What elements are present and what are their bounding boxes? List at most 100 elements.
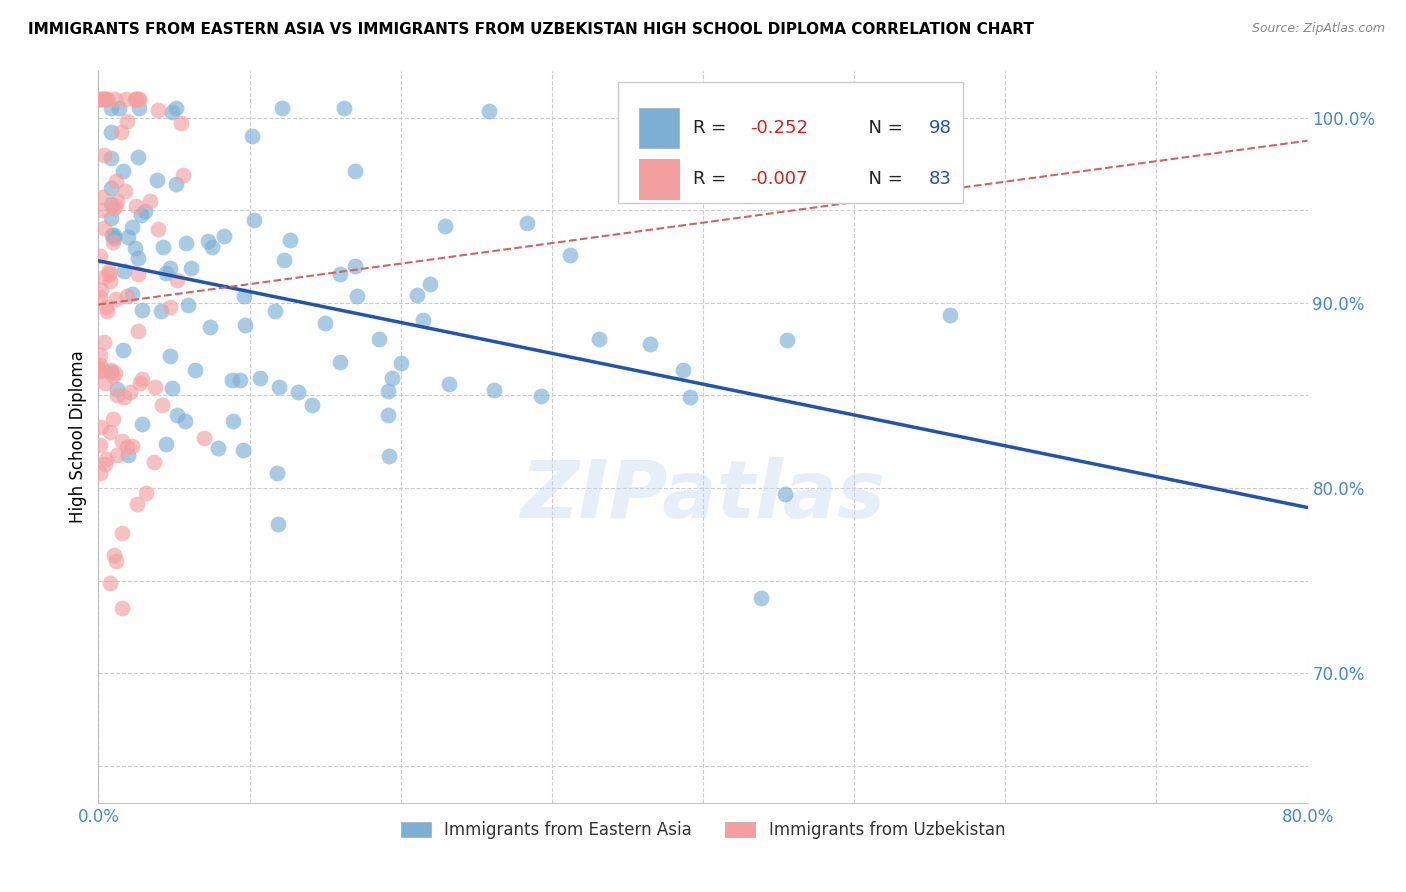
Point [90, 419, 112, 434]
Text: 83: 83 [929, 170, 952, 188]
Point [105, 292, 128, 306]
Point [100, 576, 122, 591]
Point [111, 434, 134, 449]
Point [131, 302, 153, 317]
Point [207, 441, 229, 455]
Point [100, 197, 122, 211]
Point [165, 102, 187, 116]
Point [96, 92, 118, 106]
Point [100, 181, 122, 195]
Point [98, 267, 121, 281]
Point [328, 267, 350, 281]
Point [100, 102, 122, 116]
Point [749, 591, 772, 605]
Point [100, 363, 122, 377]
Point [93, 92, 115, 106]
Point [150, 398, 173, 412]
Point [90, 283, 112, 297]
Point [114, 184, 136, 198]
Point [121, 286, 143, 301]
Point [89, 349, 111, 363]
Point [152, 240, 174, 254]
Point [91, 92, 114, 106]
Point [103, 548, 125, 562]
Point [112, 390, 135, 404]
Point [134, 203, 156, 218]
Point [170, 116, 193, 130]
Point [124, 92, 146, 106]
Point [94, 458, 117, 472]
Point [184, 363, 207, 377]
Point [125, 199, 148, 213]
Point [160, 382, 183, 396]
Point [96, 301, 118, 315]
Point [329, 355, 352, 369]
Point [103, 231, 125, 245]
Point [111, 343, 134, 357]
Text: 98: 98 [929, 119, 952, 137]
Point [588, 332, 610, 346]
Point [412, 313, 434, 327]
Point [166, 408, 188, 422]
Point [103, 201, 125, 215]
Point [143, 455, 166, 469]
Point [177, 298, 200, 312]
Point [98, 264, 121, 278]
Point [98, 425, 121, 439]
FancyBboxPatch shape [619, 82, 963, 203]
Point [149, 303, 172, 318]
Point [638, 337, 661, 351]
Point [368, 332, 391, 346]
Point [89, 466, 111, 480]
Point [287, 384, 309, 399]
Point [129, 208, 152, 222]
Point [174, 236, 197, 251]
Point [155, 267, 177, 281]
Point [127, 267, 149, 281]
Point [107, 102, 129, 116]
Point [128, 102, 150, 116]
Point [90, 361, 112, 376]
Point [146, 173, 169, 187]
Point [101, 369, 124, 384]
Point [89, 249, 111, 263]
Point [100, 365, 122, 379]
Point [110, 125, 132, 139]
Point [89, 92, 111, 106]
Point [344, 164, 367, 178]
Point [249, 370, 271, 384]
Point [419, 277, 441, 291]
Point [773, 487, 796, 501]
Point [240, 129, 263, 144]
Point [105, 448, 128, 462]
Point [100, 124, 122, 138]
Point [105, 388, 128, 402]
Point [128, 92, 150, 106]
Point [212, 228, 235, 243]
Point [104, 92, 127, 106]
Point [672, 363, 695, 377]
Point [91, 203, 114, 218]
Point [105, 174, 128, 188]
Point [118, 384, 141, 399]
Point [273, 252, 295, 267]
Point [558, 247, 581, 261]
Point [127, 92, 149, 106]
Point [939, 308, 962, 322]
Point [96, 304, 118, 318]
Point [148, 103, 170, 118]
Point [165, 177, 187, 191]
Point [93, 221, 115, 235]
Point [96, 452, 118, 467]
Point [93, 92, 115, 106]
Point [266, 467, 288, 481]
Text: -0.007: -0.007 [751, 170, 807, 188]
Point [198, 320, 221, 334]
Point [105, 383, 128, 397]
Point [100, 227, 122, 242]
Point [389, 356, 412, 370]
Point [516, 216, 538, 230]
Point [314, 316, 336, 330]
Point [121, 219, 143, 234]
Point [159, 300, 181, 314]
